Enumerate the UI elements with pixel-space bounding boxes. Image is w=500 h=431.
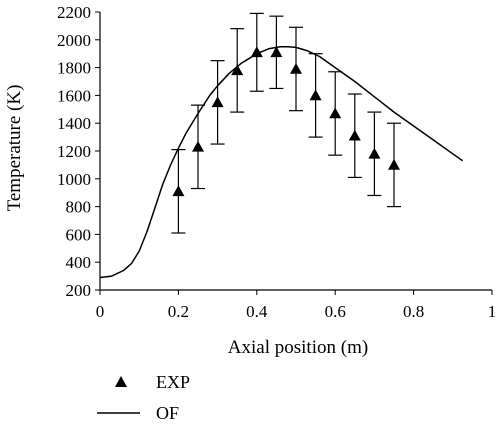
exp-point	[329, 107, 342, 119]
exp-point	[270, 46, 283, 58]
exp-point	[211, 96, 224, 108]
exp-point	[192, 140, 204, 152]
y-tick-label: 1800	[57, 59, 91, 78]
x-tick-label: 0.2	[168, 302, 189, 321]
y-tick-label: 400	[66, 253, 92, 272]
legend-exp-label: EXP	[156, 372, 190, 392]
legend-exp-marker	[115, 376, 127, 387]
series-of-group	[99, 46, 464, 279]
y-tick-label: 2000	[57, 31, 91, 50]
y-tick-label: 1200	[57, 142, 91, 161]
y-tick-label: 1600	[57, 86, 91, 105]
legend-of-label: OF	[156, 403, 179, 423]
y-tick-label: 2200	[57, 3, 91, 22]
y-tick-label: 200	[66, 281, 92, 300]
x-axis-label: Axial position (m)	[228, 337, 368, 358]
exp-point	[250, 46, 263, 58]
tick-group: 200 400 600 800 1000 1200 1400 1600 1800 2000 2200…	[57, 3, 496, 321]
y-tick-label: 1400	[57, 114, 91, 133]
y-tick-label: 600	[66, 225, 92, 244]
exp-point	[309, 89, 322, 101]
exp-point	[172, 185, 185, 197]
exp-point	[388, 158, 400, 170]
y-tick-label: 800	[66, 198, 92, 217]
exp-point	[290, 62, 302, 74]
x-tick-label: 0	[96, 302, 105, 321]
x-tick-label: 0.6	[325, 302, 346, 321]
series-exp-group	[171, 12, 401, 234]
legend: EXP OF	[97, 372, 190, 423]
exp-point	[348, 129, 361, 141]
y-tick-label: 1000	[57, 170, 91, 189]
x-tick-label: 0.8	[403, 302, 424, 321]
y-axis-label: Temperature (K)	[4, 85, 25, 212]
series-of-line	[99, 46, 464, 279]
exp-point	[231, 64, 244, 76]
exp-point	[368, 147, 381, 159]
x-tick-label: 1	[488, 302, 497, 321]
x-tick-label: 0.4	[246, 302, 268, 321]
